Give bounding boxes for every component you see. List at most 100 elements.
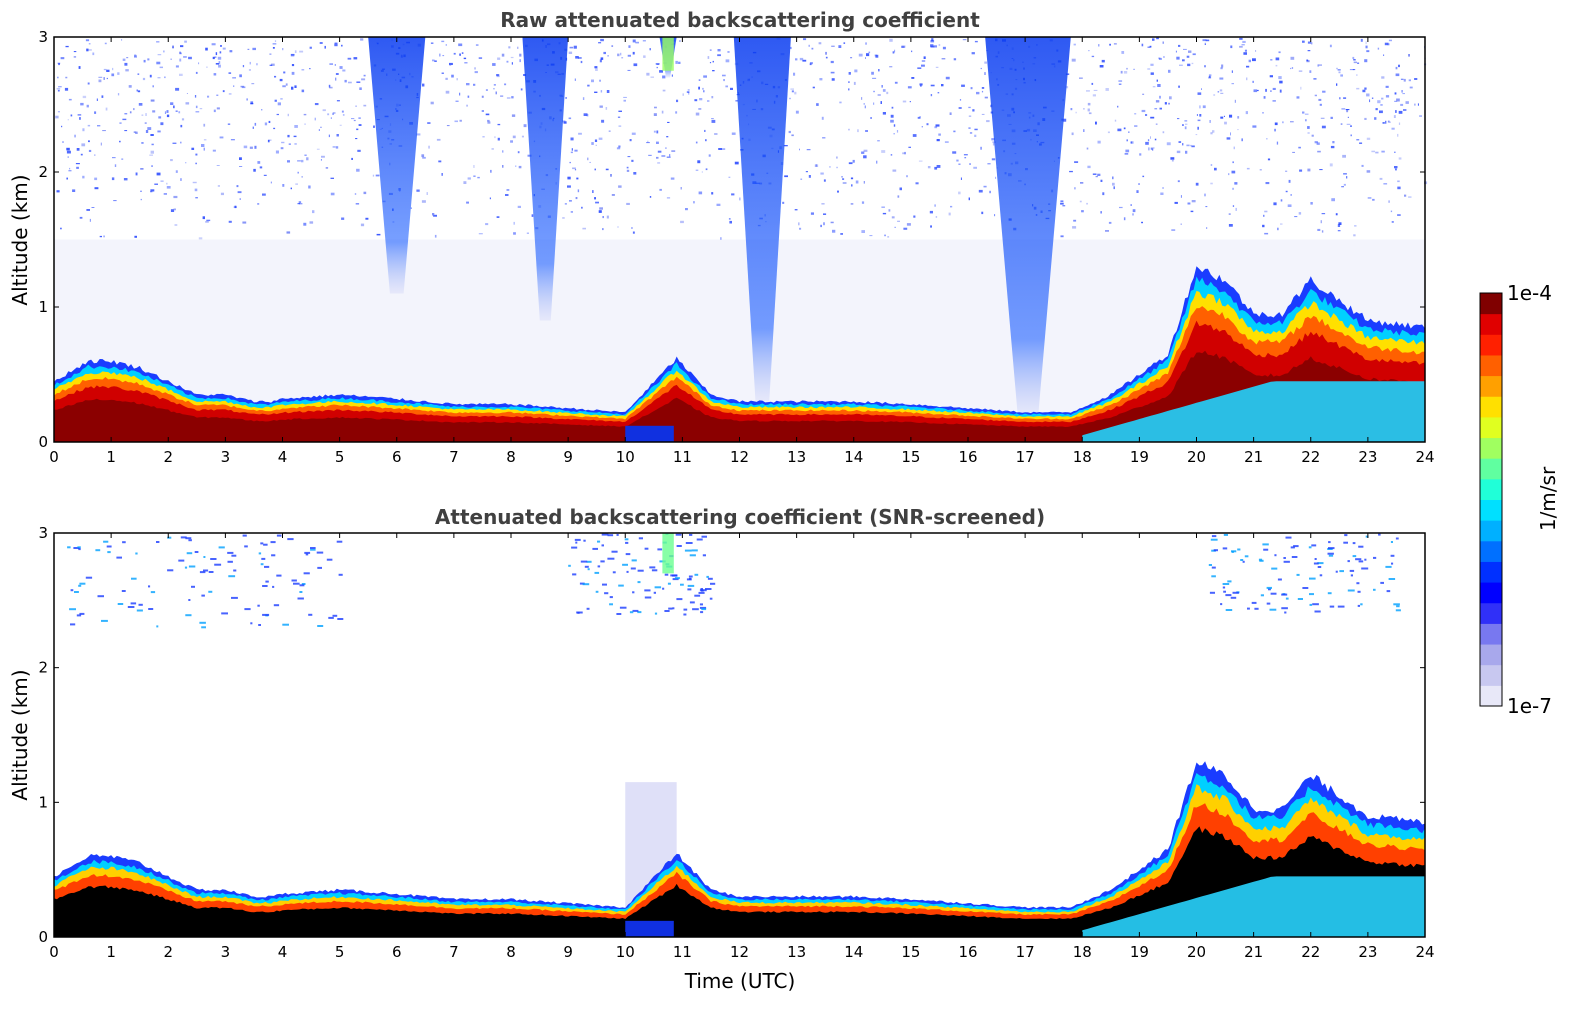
colorbar-segment — [1480, 437, 1502, 459]
colorbar-segment — [1480, 375, 1502, 397]
virga-shaft — [733, 37, 791, 402]
x-tick-label: 15 — [901, 943, 920, 961]
x-tick-label: 11 — [673, 943, 692, 961]
virga-shaft — [985, 37, 1071, 415]
x-tick-label: 22 — [1301, 943, 1320, 961]
x-tick-label: 12 — [730, 943, 749, 961]
x-tick-label: 19 — [1130, 448, 1149, 466]
colorbar-segment — [1480, 644, 1502, 666]
colorbar-segment — [1480, 293, 1502, 315]
x-tick-label: 23 — [1358, 448, 1377, 466]
x-tick-label: 2 — [163, 943, 173, 961]
high-cloud-streak — [662, 37, 674, 71]
x-tick-label: 14 — [844, 448, 863, 466]
bottom-y-axis-label: Altitude (km) — [8, 669, 32, 800]
boundary-layer-band — [54, 350, 1425, 442]
virga-shaft — [368, 37, 426, 294]
top-panel-title: Raw attenuated backscattering coefficien… — [500, 8, 980, 32]
x-tick-label: 17 — [1016, 448, 1035, 466]
colorbar-segment — [1480, 354, 1502, 377]
colorbar-segment — [1480, 499, 1502, 521]
x-tick-label: 4 — [278, 943, 288, 961]
x-axis-label: Time (UTC) — [684, 969, 796, 993]
surface-gap — [625, 920, 674, 937]
x-tick-label: 3 — [221, 448, 231, 466]
high-cloud-streak — [662, 533, 674, 574]
colorbar-segment — [1480, 313, 1502, 335]
y-tick-label: 2 — [38, 659, 48, 677]
top-y-axis-label: Altitude (km) — [8, 174, 32, 305]
x-tick-label: 20 — [1187, 448, 1206, 466]
x-tick-label: 3 — [221, 943, 231, 961]
x-tick-label: 6 — [392, 448, 402, 466]
x-tick-label: 13 — [787, 448, 806, 466]
x-tick-label: 10 — [616, 448, 635, 466]
x-tick-label: 16 — [958, 943, 977, 961]
surface-gap — [625, 425, 674, 442]
x-tick-label: 4 — [278, 448, 288, 466]
x-tick-label: 24 — [1415, 943, 1434, 961]
x-tick-label: 18 — [1073, 448, 1092, 466]
x-tick-label: 5 — [335, 448, 345, 466]
colorbar-segment — [1480, 685, 1502, 707]
screened-speckle — [67, 533, 1401, 629]
colorbar-unit-label: 1/m/sr — [1536, 466, 1560, 531]
x-tick-label: 8 — [506, 448, 516, 466]
x-tick-label: 7 — [449, 943, 459, 961]
x-tick-label: 9 — [563, 943, 573, 961]
colorbar-segment — [1480, 416, 1502, 439]
x-tick-label: 5 — [335, 943, 345, 961]
x-tick-label: 24 — [1415, 448, 1434, 466]
virga-shaft — [522, 37, 569, 321]
y-tick-label: 2 — [38, 163, 48, 181]
x-tick-label: 12 — [730, 448, 749, 466]
x-tick-label: 6 — [392, 943, 402, 961]
x-tick-label: 11 — [673, 448, 692, 466]
colorbar-segment — [1480, 334, 1502, 356]
y-tick-label: 3 — [38, 28, 48, 46]
colorbar-frame — [1479, 292, 1503, 707]
colorbar-segment — [1480, 540, 1502, 562]
colorbar-segment — [1480, 623, 1502, 645]
colorbar-max-label: 1e-4 — [1507, 281, 1552, 305]
top-heatmap-panel: 0 1 2 3 4 5 6 7 8 9 10 11 12 13 14 15 16 17 18 19 20 21 22 23 24… — [38, 28, 1434, 466]
x-tick-label: 21 — [1244, 943, 1263, 961]
x-tick-label: 7 — [449, 448, 459, 466]
x-tick-label: 23 — [1358, 943, 1377, 961]
x-tick-label: 9 — [563, 448, 573, 466]
colorbar — [1480, 293, 1502, 707]
x-tick-label: 18 — [1073, 943, 1092, 961]
x-tick-label: 1 — [106, 943, 116, 961]
y-tick-label: 3 — [38, 524, 48, 542]
colorbar-segment — [1480, 520, 1502, 542]
bottom-panel-title: Attenuated backscattering coefficient (S… — [435, 505, 1045, 529]
x-tick-label: 1 — [106, 448, 116, 466]
x-tick-label: 22 — [1301, 448, 1320, 466]
colorbar-segment — [1480, 396, 1502, 418]
x-tick-label: 15 — [901, 448, 920, 466]
x-tick-label: 8 — [506, 943, 516, 961]
colorbar-segment — [1480, 458, 1502, 480]
colorbar-segment — [1480, 602, 1502, 624]
surface-aerosol-layer — [1082, 381, 1425, 442]
x-tick-label: 17 — [1016, 943, 1035, 961]
x-tick-label: 14 — [844, 943, 863, 961]
x-tick-label: 19 — [1130, 943, 1149, 961]
colorbar-segment — [1480, 561, 1502, 583]
surface-aerosol-layer — [1082, 876, 1425, 937]
colorbar-min-label: 1e-7 — [1507, 694, 1552, 718]
x-tick-label: 0 — [49, 448, 59, 466]
x-tick-label: 2 — [163, 448, 173, 466]
x-tick-label: 21 — [1244, 448, 1263, 466]
y-tick-label: 0 — [38, 928, 48, 946]
colorbar-segment — [1480, 582, 1502, 604]
bottom-heatmap-panel: 0 1 2 3 4 5 6 7 8 9 10 11 12 13 14 15 16 17 18 19 20 21 22 23 24… — [38, 524, 1434, 961]
y-tick-label: 1 — [38, 298, 48, 316]
x-tick-label: 16 — [958, 448, 977, 466]
colorbar-segment — [1480, 664, 1502, 686]
y-tick-label: 0 — [38, 433, 48, 451]
x-tick-label: 20 — [1187, 943, 1206, 961]
colorbar-segment — [1480, 478, 1502, 500]
x-tick-label: 0 — [49, 943, 59, 961]
